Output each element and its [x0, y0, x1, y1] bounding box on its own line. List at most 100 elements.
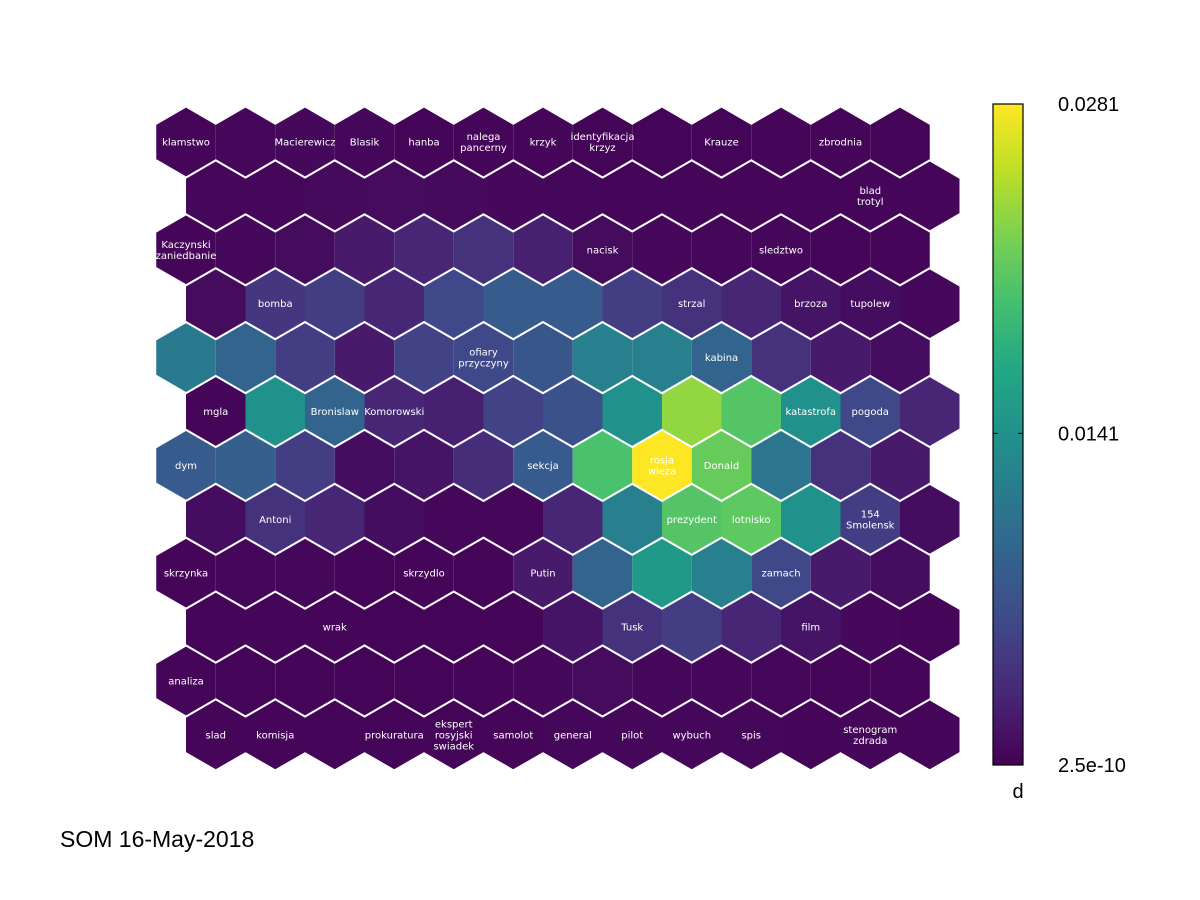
hex-cell-r5-c12 [900, 377, 960, 446]
hex-cell-r8-c1 [215, 538, 276, 608]
hex-cell-r9-c0 [186, 592, 246, 662]
hex-cell-r3-c10 [781, 269, 841, 339]
colorbar-tick-label: 0.0281 [1058, 94, 1119, 116]
hex-label: Komorowski [364, 407, 424, 418]
hex-cell-r6-c2 [275, 431, 335, 500]
hex-label: krzyk [530, 138, 557, 149]
hex-cell-r8-c11 [810, 538, 871, 608]
hex-cell-r5-c10 [781, 377, 841, 446]
hex-cell-r7-c9 [721, 484, 781, 554]
hex-cell-r4-c5 [453, 323, 514, 392]
hex-cell-r7-c0 [186, 484, 246, 554]
hex-cell-r10-c2 [275, 646, 335, 716]
hex-label: hanba [408, 138, 439, 149]
hex-cell-r4-c9 [691, 323, 752, 392]
hex-cell-r7-c3 [364, 484, 424, 554]
hex-cell-r3-c7 [602, 269, 662, 339]
hex-cell-r7-c12 [900, 484, 960, 554]
hex-label: zamach [761, 569, 800, 580]
hex-cell-r5-c7 [602, 377, 662, 446]
hex-cell-r4-c2 [275, 323, 335, 392]
hex-label: Donald [704, 461, 739, 472]
hex-label: analiza [168, 677, 204, 688]
hex-cell-r5-c4 [424, 377, 484, 446]
hexagon-labels: klamstwo Macierewicz Blasik hanba nalega panc… [156, 132, 898, 752]
hex-cell-r10-c4 [394, 646, 454, 716]
hex-label: film [801, 623, 820, 634]
hex-cell-r10-c11 [810, 646, 871, 716]
hex-cell-r3-c12 [900, 269, 960, 339]
hex-label: Antoni [259, 515, 291, 526]
hex-cell-r4-c3 [334, 323, 395, 392]
hex-cell-r2-c1 [215, 215, 276, 285]
hex-cell-r8-c6 [513, 538, 573, 608]
hex-label: blad trotyl [857, 186, 884, 208]
hex-cell-r3-c8 [662, 269, 722, 339]
hex-cell-r2-c3 [334, 215, 395, 285]
hex-cell-r8-c4 [394, 538, 454, 608]
hex-cell-r1-c4 [424, 161, 484, 231]
hex-cell-r7-c8 [662, 484, 722, 554]
hex-cell-r6-c12 [870, 431, 930, 500]
hex-label: identyfikacja krzyz [571, 132, 635, 154]
hex-cell-r11-c8 [662, 700, 722, 770]
hex-cell-r0-c12 [870, 107, 930, 177]
hex-label: slad [206, 730, 226, 741]
hex-cell-r8-c5 [453, 538, 514, 608]
hex-cell-r9-c8 [662, 592, 722, 662]
hex-cell-r0-c11 [810, 107, 871, 177]
hex-cell-r9-c7 [602, 592, 662, 662]
hex-cell-r11-c0 [186, 700, 246, 770]
hex-label: wrak [323, 623, 347, 634]
hex-label: ofiary przyczyny [458, 348, 509, 370]
hex-cell-r3-c3 [364, 269, 424, 339]
hex-cell-r6-c4 [394, 431, 454, 500]
hex-label: bomba [258, 299, 293, 310]
hex-cell-r6-c11 [810, 431, 871, 500]
hex-label: nacisk [587, 245, 619, 256]
hex-cell-r5-c6 [543, 377, 603, 446]
hex-cell-r7-c4 [424, 484, 484, 554]
hex-label: stenogram zdrada [843, 725, 897, 747]
hex-cell-r1-c6 [543, 161, 603, 231]
hex-cell-r0-c3 [334, 107, 395, 177]
hex-cell-r1-c3 [364, 161, 424, 231]
hex-cell-r10-c8 [632, 646, 692, 716]
hex-cell-r9-c2 [305, 592, 365, 662]
hex-cell-r5-c11 [840, 377, 900, 446]
hex-cell-r4-c4 [394, 323, 454, 392]
colorbar-tick-label: 2.5e-10 [1058, 755, 1126, 777]
hex-cell-r6-c1 [215, 431, 276, 500]
hex-cell-r2-c5 [453, 215, 514, 285]
hex-cell-r0-c10 [751, 107, 811, 177]
hex-label: dym [175, 461, 197, 472]
hex-cell-r4-c10 [751, 323, 811, 392]
hex-cell-r1-c12 [900, 161, 960, 231]
hex-cell-r1-c10 [781, 161, 841, 231]
hex-label: spis [741, 730, 761, 741]
hex-label: lotnisko [732, 515, 771, 526]
hex-cell-r3-c2 [305, 269, 365, 339]
hex-label: katastrofa [785, 407, 836, 418]
hex-cell-r8-c9 [691, 538, 752, 608]
hex-cell-r8-c8 [632, 538, 692, 608]
hex-cell-r3-c1 [245, 269, 305, 339]
hex-cell-r7-c1 [245, 484, 305, 554]
hex-cell-r0-c5 [453, 107, 514, 177]
hex-cell-r7-c10 [781, 484, 841, 554]
hex-label: Kaczynski zaniedbanie [156, 240, 217, 262]
hex-label: nalega pancerny [460, 132, 507, 154]
hex-cell-r8-c10 [751, 538, 811, 608]
colorbar-ticks: 0.0281 0.0141 2.5e-10 [993, 94, 1126, 777]
hex-label: strzal [678, 299, 705, 310]
hex-cell-r10-c0 [156, 646, 216, 716]
hex-label: skrzydlo [403, 569, 445, 580]
colorbar-tick-label: 0.0141 [1058, 423, 1119, 445]
hex-cell-r11-c4 [424, 700, 484, 770]
hex-cell-r9-c5 [483, 592, 543, 662]
hex-cell-r2-c8 [632, 215, 692, 285]
hex-label: komisja [256, 730, 294, 741]
hex-cell-r9-c10 [781, 592, 841, 662]
hex-cell-r0-c1 [215, 107, 276, 177]
hex-cell-r4-c8 [632, 323, 692, 392]
